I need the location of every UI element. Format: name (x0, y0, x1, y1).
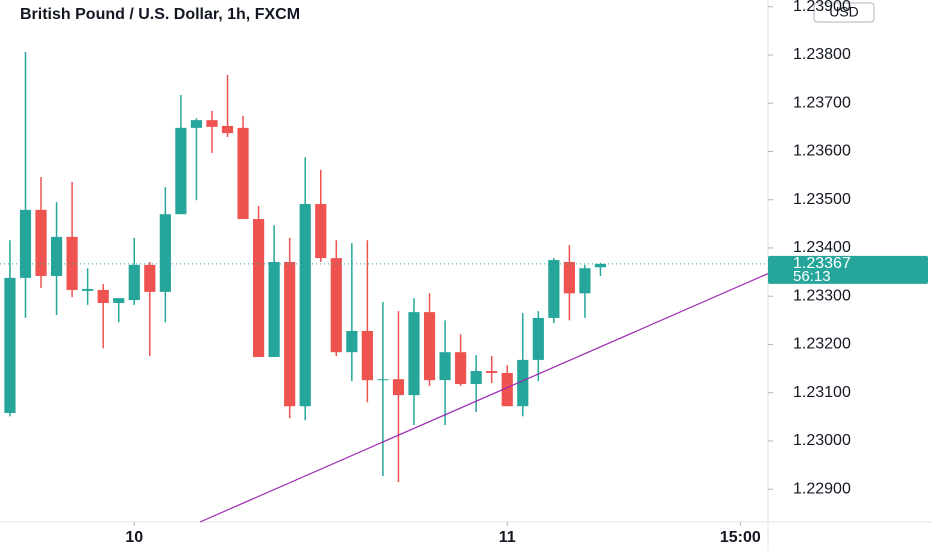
candle-body (594, 263, 607, 268)
candle-body (50, 236, 63, 276)
currency-label[interactable]: USD (829, 4, 859, 20)
candle-body (579, 268, 591, 294)
chart-title: British Pound / U.S. Dollar, 1h, FXCM (20, 6, 300, 23)
y-tick-label: 1.23100 (793, 384, 851, 401)
candle-body (532, 317, 544, 360)
candle-body (4, 277, 16, 413)
candle-body (563, 261, 575, 294)
x-tick-label: 11 (499, 529, 516, 546)
candle-body (237, 127, 249, 220)
candle-body (190, 120, 203, 128)
candle-body (82, 288, 94, 291)
candle-body (346, 330, 358, 353)
candle-body (361, 330, 373, 381)
y-tick-label: 1.23000 (793, 432, 851, 449)
trend-line (199, 272, 769, 523)
candle-body (486, 370, 498, 373)
candle-body (35, 209, 47, 276)
candle-body (408, 312, 420, 396)
currency-box[interactable] (813, 2, 875, 23)
y-tick-label: 1.23800 (793, 46, 851, 63)
candle-body (128, 264, 140, 301)
candle-body (439, 352, 451, 381)
y-tick-label: 1.23200 (793, 336, 851, 353)
y-tick-label: 1.23500 (793, 191, 851, 208)
candle-body (113, 298, 125, 303)
candle-body (330, 258, 342, 353)
candle-body (299, 204, 311, 407)
candle-body (206, 120, 218, 127)
x-tick-label: 15:00 (720, 529, 761, 546)
candle-body (97, 289, 109, 303)
last-price-label: 1.23367 (793, 255, 851, 272)
candle-body (501, 372, 513, 407)
y-tick-label: 1.23400 (793, 239, 851, 256)
candle-body (315, 204, 327, 259)
candle-body (159, 214, 171, 292)
candle-body (455, 352, 467, 385)
countdown-label: 56:13 (793, 268, 831, 285)
candle-body (392, 379, 405, 396)
candle-body (423, 312, 436, 381)
y-tick-label: 1.23300 (793, 287, 851, 304)
y-tick-label: 1.23600 (793, 143, 851, 160)
candle-body (221, 125, 234, 134)
candle-body (175, 127, 187, 215)
candle-body (144, 264, 156, 292)
candle-body (470, 370, 482, 385)
candle-body (19, 209, 32, 278)
y-tick-label: 1.23700 (793, 94, 851, 111)
y-tick-label: 1.22900 (793, 480, 851, 497)
candle-body (284, 261, 296, 407)
y-tick-label: 1.23900 (793, 0, 851, 15)
candle-body (548, 260, 560, 318)
x-tick-label: 10 (125, 529, 143, 546)
candle-body (517, 359, 529, 407)
last-price-box (768, 255, 928, 284)
candle-body (252, 219, 265, 358)
candle-body (268, 261, 280, 358)
candle-body (377, 379, 389, 381)
